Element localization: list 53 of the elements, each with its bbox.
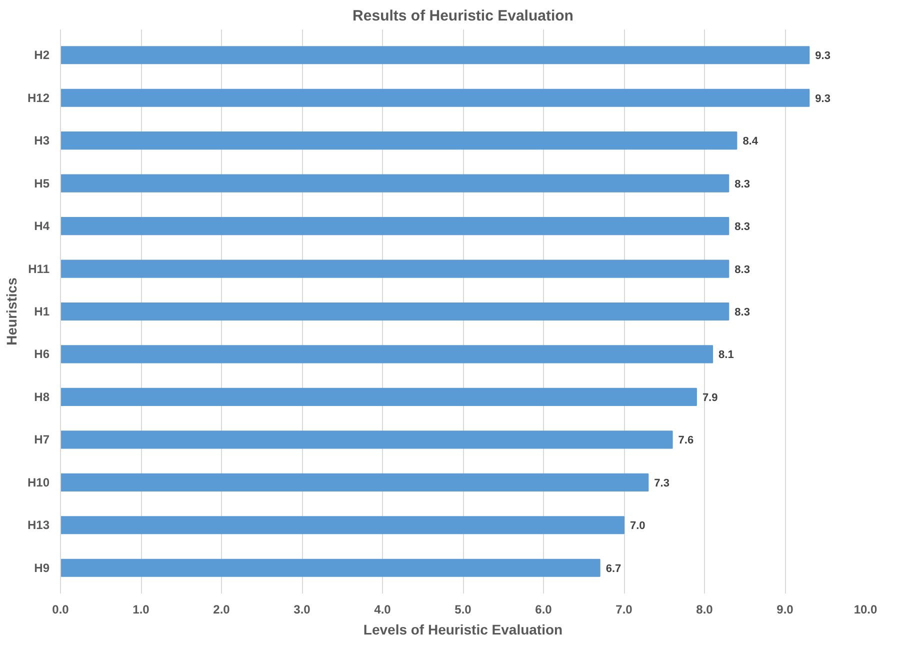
- x-tick-label: 9.0: [776, 602, 794, 616]
- x-tick-label: 6.0: [535, 602, 552, 616]
- bar: [60, 88, 810, 107]
- bar: [60, 430, 673, 449]
- y-tick-label: H12: [27, 90, 50, 105]
- y-tick-label: H13: [27, 518, 50, 532]
- x-tick-label: 4.0: [374, 602, 392, 616]
- data-label: 6.7: [606, 562, 622, 575]
- data-label: 8.3: [734, 221, 750, 234]
- x-tick-label: 5.0: [454, 602, 472, 616]
- data-label: 7.6: [678, 434, 694, 447]
- bar: [60, 516, 624, 534]
- bar: [60, 302, 730, 321]
- y-tick-label: H3: [34, 134, 50, 148]
- data-label: 9.3: [815, 92, 830, 105]
- data-label: 8.1: [718, 349, 734, 362]
- bar: [60, 345, 714, 364]
- x-tick-label: 3.0: [294, 602, 311, 616]
- x-tick-label: 0.0: [52, 602, 70, 616]
- y-tick-label: H6: [34, 347, 50, 362]
- data-label: 8.3: [734, 178, 750, 190]
- y-axis-title: Heuristics: [3, 277, 20, 346]
- bar: [60, 217, 730, 236]
- x-tick-label: 8.0: [696, 602, 714, 616]
- y-tick-label: H11: [28, 262, 50, 276]
- y-tick-label: H9: [34, 560, 50, 575]
- y-tick-label: H5: [34, 176, 50, 190]
- x-tick-label: 1.0: [132, 602, 150, 616]
- data-label: 8.3: [734, 264, 750, 276]
- bar: [60, 388, 697, 406]
- data-label: 7.3: [654, 477, 670, 490]
- x-tick-label: 2.0: [213, 602, 230, 616]
- bar: [60, 174, 730, 192]
- bar: [60, 260, 730, 278]
- bar: [60, 46, 810, 64]
- y-tick-label: H7: [34, 432, 50, 447]
- chart-title: Results of Heuristic Evaluation: [352, 8, 574, 24]
- x-axis-title: Levels of Heuristic Evaluation: [363, 622, 563, 638]
- bar: [60, 473, 649, 492]
- data-label: 8.3: [734, 306, 750, 318]
- bar: [60, 558, 600, 577]
- data-label: 7.9: [702, 392, 718, 404]
- y-tick-label: H10: [27, 475, 50, 490]
- y-tick-label: H4: [34, 219, 50, 234]
- data-label: 8.4: [742, 136, 759, 148]
- bar: [60, 132, 738, 150]
- x-tick-label: 10.0: [854, 602, 878, 616]
- y-tick-label: H2: [34, 48, 50, 62]
- data-label: 9.3: [815, 50, 830, 62]
- data-label: 7.0: [630, 520, 646, 532]
- x-tick-label: 7.0: [616, 602, 633, 616]
- y-tick-label: H1: [34, 304, 50, 318]
- y-tick-label: H8: [34, 390, 50, 404]
